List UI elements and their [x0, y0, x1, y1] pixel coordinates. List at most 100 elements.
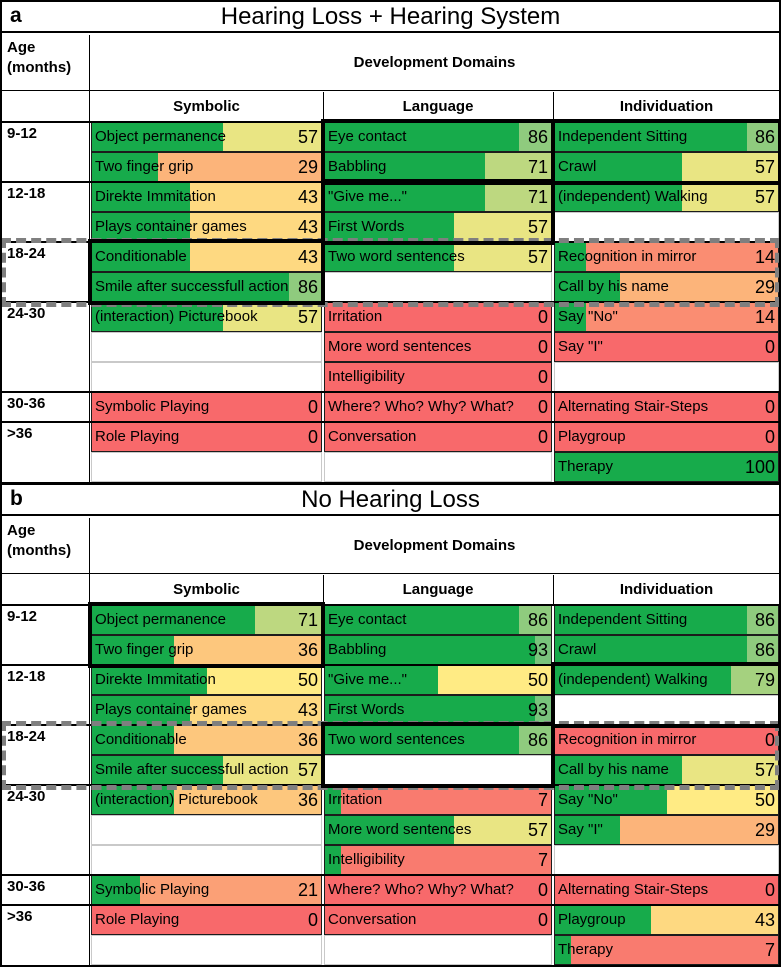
milestone-label: Object permanence [95, 128, 226, 145]
milestone-label: (independent) Walking [558, 188, 708, 205]
value-bar [325, 846, 341, 874]
milestone-value: 0 [764, 427, 775, 447]
milestone-label: First Words [328, 701, 405, 718]
milestone-cell: Say "No" 50 [554, 785, 779, 815]
domains-header: Development Domains [353, 54, 516, 71]
milestone-value: 57 [527, 247, 548, 267]
milestone-value: 71 [527, 157, 548, 177]
rows-grid: 9-12 12-18 18-24 24-30 30-36 >36 Object perman… [2, 602, 779, 965]
milestone-cell: Plays container games 43 [91, 695, 322, 725]
milestone-cell: Object permanence 57 [91, 122, 322, 152]
empty-cell [554, 212, 779, 242]
age-group-label: 12-18 [7, 668, 46, 685]
milestone-cell: Intelligibility 0 [324, 362, 552, 392]
age-group-divider [2, 391, 779, 393]
value-bar [325, 666, 438, 694]
domains-header: Development Domains [353, 537, 516, 554]
value-bar [555, 606, 747, 634]
milestone-value: 0 [764, 730, 775, 750]
milestone-label: (interaction) Picturebook [95, 308, 258, 325]
milestone-value: 21 [297, 880, 318, 900]
milestone-label: Intelligibility [328, 851, 405, 868]
milestone-cell: (interaction) Picturebook 36 [91, 785, 322, 815]
milestone-value: 14 [754, 247, 775, 267]
value-bar [555, 786, 667, 814]
milestone-cell: Alternating Stair-Steps 0 [554, 875, 779, 905]
milestone-cell: Conversation 0 [324, 905, 552, 935]
milestone-cell: Direkte Immitation 43 [91, 182, 322, 212]
empty-cell [324, 272, 552, 302]
value-bar [555, 153, 683, 181]
value-bar [92, 606, 255, 634]
milestone-label: Two word sentences [328, 248, 465, 265]
milestone-cell: Smile after successfull action 57 [91, 755, 322, 785]
age-group-divider [2, 664, 779, 666]
milestone-cell: Say "No" 14 [554, 302, 779, 332]
value-bar [92, 786, 175, 814]
panel-hearing-loss: a Hearing Loss + Hearing System Age (mon… [2, 2, 779, 482]
age-group-divider [2, 724, 779, 726]
milestone-label: Say "No" [558, 791, 618, 808]
milestone-label: Two finger grip [95, 158, 194, 175]
empty-cell [91, 362, 322, 392]
milestone-cell: Therapy 7 [554, 935, 779, 965]
age-group-label: >36 [7, 425, 33, 442]
milestone-label: (independent) Walking [558, 671, 708, 688]
milestone-value: 57 [754, 157, 775, 177]
milestone-label: More word sentences [328, 821, 472, 838]
empty-cell [91, 815, 322, 845]
milestone-value: 100 [744, 457, 775, 477]
milestone-value: 0 [307, 397, 318, 417]
milestone-label: Independent Sitting [558, 611, 688, 628]
milestone-cell: Call by his name 57 [554, 755, 779, 785]
milestone-value: 57 [297, 127, 318, 147]
column-header-symbolic: Symbolic [173, 98, 240, 115]
age-group-divider [2, 784, 779, 786]
milestone-label: Crawl [558, 158, 597, 175]
age-group-label: 24-30 [7, 305, 46, 322]
value-bar [92, 636, 175, 664]
milestone-cell: Recognition in mirror 14 [554, 242, 779, 272]
column-header-language: Language [402, 581, 474, 598]
milestone-cell: Playgroup 43 [554, 905, 779, 935]
age-group-label: >36 [7, 908, 33, 925]
value-bar [325, 243, 454, 271]
milestone-label: Therapy [558, 458, 614, 475]
milestone-label: Irritation [328, 791, 383, 808]
age-group-label: 12-18 [7, 185, 46, 202]
value-bar [555, 183, 683, 211]
milestone-label: Call by his name [558, 278, 669, 295]
value-bar [325, 213, 454, 241]
milestone-cell: Two finger grip 36 [91, 635, 322, 665]
milestone-label: Call by his name [558, 761, 669, 778]
panel-tag: a [10, 4, 22, 27]
column-header-row: Symbolic Language Individuation [2, 575, 779, 605]
milestone-value: 7 [764, 940, 775, 960]
milestone-value: 0 [537, 910, 548, 930]
age-group-label: 30-36 [7, 878, 46, 895]
milestone-label: Recognition in mirror [558, 248, 697, 265]
milestone-value: 86 [754, 640, 775, 660]
milestone-cell: Object permanence 71 [91, 605, 322, 635]
empty-cell [91, 845, 322, 875]
milestone-value: 50 [527, 670, 548, 690]
panel-header-row: Age (months) Development Domains [2, 35, 779, 91]
milestone-cell: Eye contact 86 [324, 605, 552, 635]
milestone-label: Role Playing [95, 911, 180, 928]
milestone-label: Babbling [328, 158, 387, 175]
value-bar [92, 213, 191, 241]
milestone-cell: Conditionable 36 [91, 725, 322, 755]
milestone-label: Playgroup [558, 428, 626, 445]
milestone-label: Say "I" [558, 821, 603, 838]
column-divider [323, 92, 324, 122]
milestone-label: Irritation [328, 308, 383, 325]
milestone-label: Alternating Stair-Steps [558, 881, 709, 898]
milestone-label: Conditionable [95, 731, 187, 748]
age-header: Age (months) [7, 39, 72, 76]
milestone-cell: Symbolic Playing 0 [91, 392, 322, 422]
milestone-cell: (interaction) Picturebook 57 [91, 302, 322, 332]
milestone-value: 86 [754, 127, 775, 147]
milestone-cell: Crawl 57 [554, 152, 779, 182]
empty-cell [554, 695, 779, 725]
milestone-cell: "Give me..." 71 [324, 182, 552, 212]
